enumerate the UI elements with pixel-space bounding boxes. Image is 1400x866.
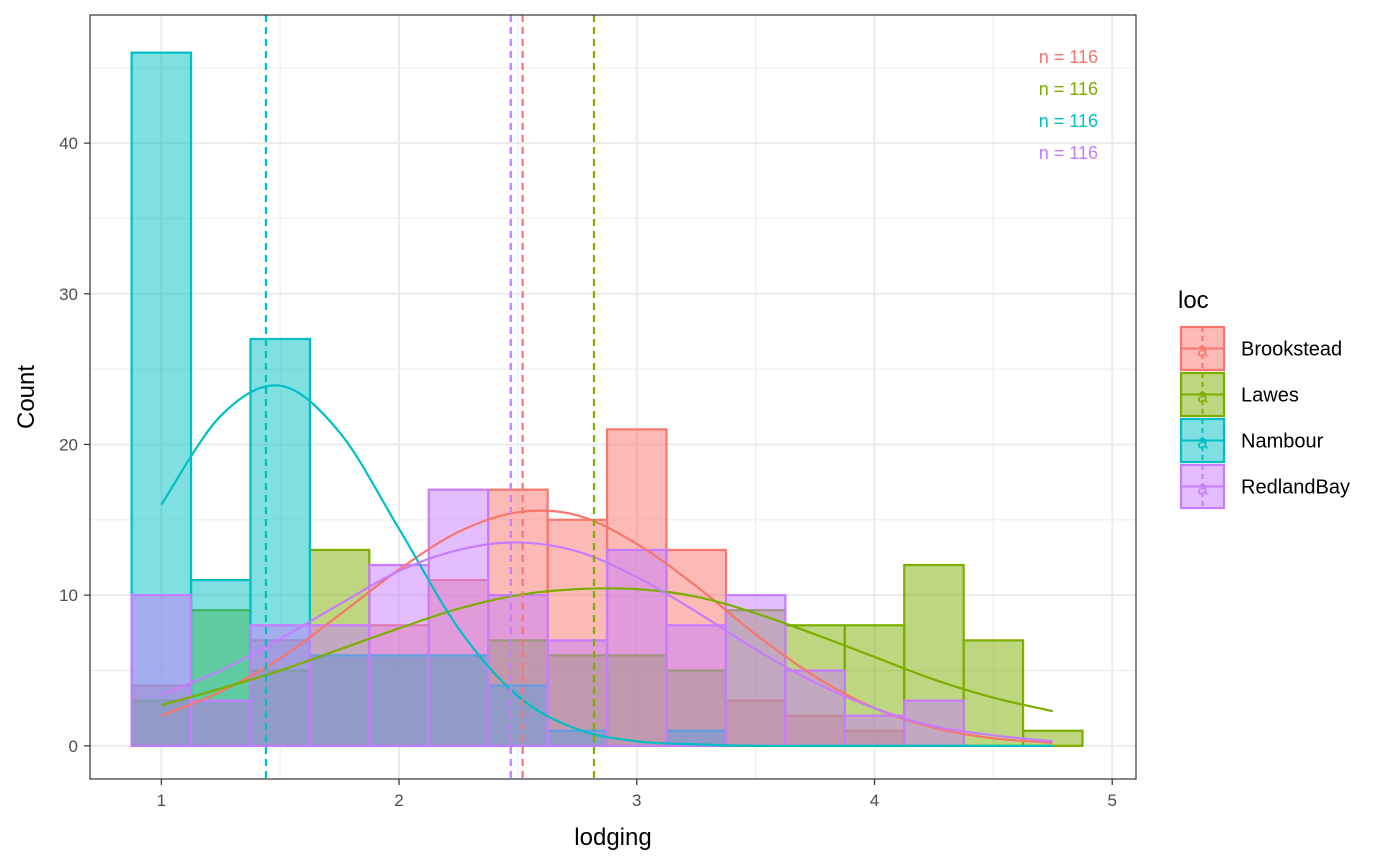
legend-label-nambour: Nambour xyxy=(1241,431,1324,453)
x-axis: 1 2 3 4 5 xyxy=(157,779,1117,810)
y-tick-label: 20 xyxy=(59,435,78,454)
bar-redlandbay xyxy=(903,699,965,747)
series-redlandbay-bars xyxy=(130,488,965,747)
y-axis: 0 10 20 30 40 xyxy=(59,134,90,756)
mean-lines xyxy=(264,15,596,779)
bar-redlandbay xyxy=(368,563,430,747)
y-tick-label: 0 xyxy=(69,737,78,756)
legend-key-glyph: a xyxy=(1197,387,1208,408)
legend: loc a Brookstead a Lawes a Nambour a RedlandBay xyxy=(1178,287,1350,510)
bar-redlandbay xyxy=(189,699,252,747)
n-labels: n = 116 n = 116 n = 116 n = 116 xyxy=(1039,47,1098,163)
legend-key-glyph: a xyxy=(1197,433,1208,454)
legend-key-glyph: a xyxy=(1197,479,1208,500)
density-curves xyxy=(160,384,1054,748)
x-tick-label: 5 xyxy=(1107,791,1116,810)
density-curve-nambour xyxy=(160,384,1053,748)
x-axis-title: lodging xyxy=(574,824,651,851)
bar-redlandbay xyxy=(427,488,490,747)
legend-item-brookstead: a Brookstead xyxy=(1179,325,1342,372)
bar-redlandbay xyxy=(130,594,193,747)
x-tick-label: 1 xyxy=(157,791,166,810)
x-tick-label: 2 xyxy=(394,791,403,810)
y-tick-label: 30 xyxy=(59,285,78,304)
bar-redlandbay xyxy=(605,548,668,747)
legend-item-nambour: a Nambour xyxy=(1179,417,1324,464)
panel-border xyxy=(89,14,1137,780)
legend-item-redlandbay: a RedlandBay xyxy=(1179,463,1350,510)
y-axis-title: Count xyxy=(13,365,40,429)
y-tick-label: 10 xyxy=(59,586,78,605)
legend-key-glyph: a xyxy=(1197,341,1208,362)
legend-label-redlandbay: RedlandBay xyxy=(1241,477,1350,499)
bar-redlandbay xyxy=(665,624,728,747)
legend-label-brookstead: Brookstead xyxy=(1241,339,1342,361)
legend-label-lawes: Lawes xyxy=(1241,385,1299,407)
x-tick-label: 4 xyxy=(870,791,879,810)
bar-redlandbay xyxy=(843,714,906,747)
legend-title: loc xyxy=(1178,287,1209,314)
n-label-brookstead: n = 116 xyxy=(1039,47,1098,67)
bar-redlandbay xyxy=(487,594,549,747)
n-label-redlandbay: n = 116 xyxy=(1039,143,1098,163)
density-curve-lawes xyxy=(161,587,1054,713)
x-tick-label: 3 xyxy=(632,791,641,810)
legend-item-lawes: a Lawes xyxy=(1179,371,1299,418)
y-tick-label: 40 xyxy=(59,134,78,153)
n-label-lawes: n = 116 xyxy=(1039,79,1098,99)
n-label-nambour: n = 116 xyxy=(1039,111,1098,131)
density-curve-redlandbay xyxy=(160,541,1053,743)
bar-lawes xyxy=(962,639,1025,747)
plot-panel: n = 116 n = 116 n = 116 n = 116 xyxy=(89,14,1137,780)
bar-redlandbay xyxy=(308,624,371,747)
